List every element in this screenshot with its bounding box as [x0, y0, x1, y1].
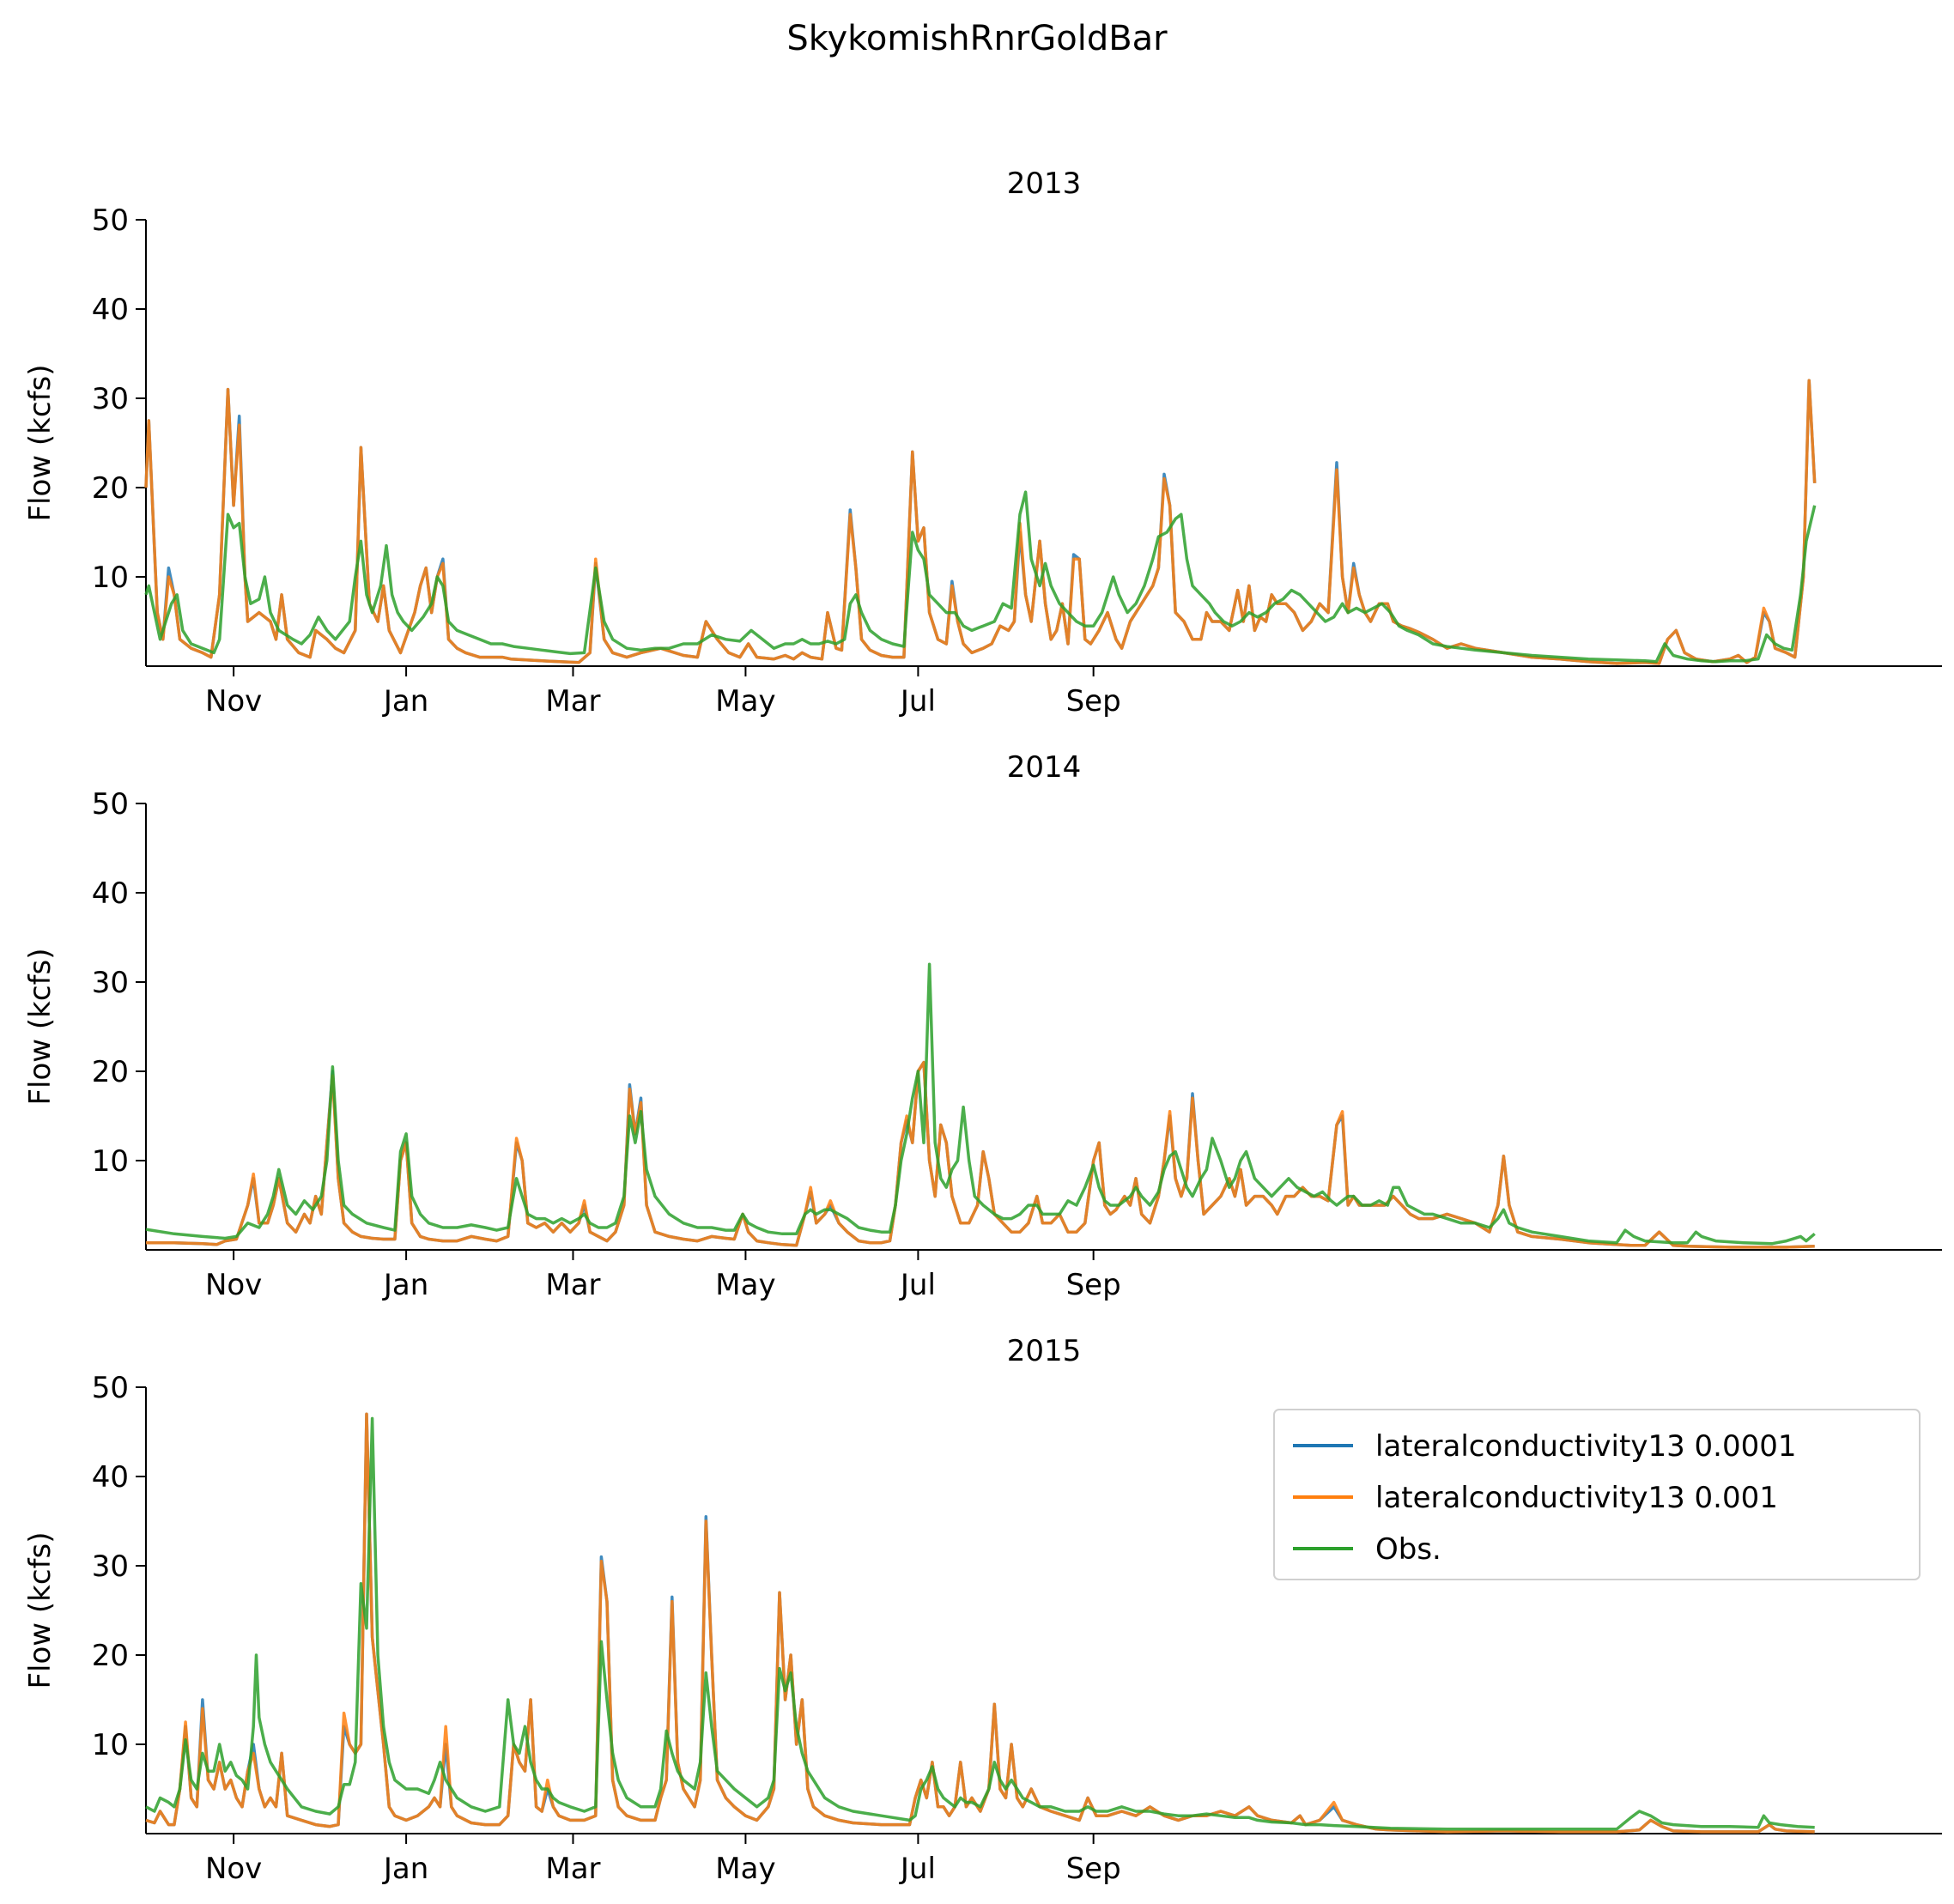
x-tick-label: Mar: [545, 1268, 600, 1302]
figure-title: SkykomishRnrGoldBar: [786, 19, 1168, 58]
subplot-2014: 2014 10 20 30 40 50 Nov Jan Mar May Jul Sep Flow (kc…: [23, 750, 1942, 1302]
subplot-title: 2013: [1007, 167, 1082, 201]
y-tick-label: 20: [92, 1055, 129, 1089]
x-tick-label: Jul: [899, 1852, 936, 1886]
subplot-title: 2015: [1007, 1334, 1082, 1368]
x-tick-label: Jan: [382, 1852, 428, 1886]
x-tick-label: Jul: [899, 1268, 936, 1302]
subplot-2015: 2015 10 20 30 40 50 Nov Jan Mar May Jul Sep Flow (kc…: [23, 1334, 1942, 1886]
series-line-3: [144, 490, 1817, 664]
y-tick-label: 20: [92, 471, 129, 506]
series-line-1: [144, 379, 1817, 665]
legend-entry: Obs.: [1375, 1532, 1441, 1567]
y-tick-label: 10: [92, 1144, 129, 1179]
x-tick-label: Nov: [205, 1852, 262, 1886]
x-tick-label: Nov: [205, 684, 262, 719]
legend: lateralconductivity13 0.0001 lateralcondu…: [1273, 1409, 1921, 1580]
y-tick-label: 50: [92, 203, 129, 238]
y-axis-label: Flow (kcfs): [23, 364, 58, 521]
y-axis-label: Flow (kcfs): [23, 948, 58, 1105]
y-tick-label: 30: [92, 1549, 129, 1584]
series-line-2: [145, 1412, 1815, 1834]
y-tick-label: 10: [92, 561, 129, 595]
x-tick-label: May: [715, 1268, 775, 1302]
legend-box: [1273, 1409, 1921, 1580]
y-tick-label: 40: [92, 293, 129, 327]
series-line-2: [144, 379, 1817, 665]
y-tick-label: 50: [92, 787, 129, 822]
x-tick-label: May: [715, 684, 775, 719]
x-tick-label: Jul: [899, 684, 936, 719]
x-tick-label: Sep: [1066, 1268, 1121, 1302]
y-tick-label: 50: [92, 1371, 129, 1405]
y-tick-label: 30: [92, 382, 129, 416]
y-axis-label: Flow (kcfs): [23, 1531, 58, 1689]
x-tick-label: Jan: [382, 1268, 428, 1302]
y-tick-label: 20: [92, 1639, 129, 1673]
legend-entry: lateralconductivity13 0.0001: [1375, 1429, 1797, 1464]
series-line-3: [145, 962, 1816, 1246]
series-line-2: [146, 1060, 1815, 1249]
x-tick-label: Sep: [1066, 1852, 1121, 1886]
series-line-3: [145, 1416, 1815, 1831]
y-tick-label: 10: [92, 1728, 129, 1762]
y-tick-label: 40: [92, 1460, 129, 1495]
x-tick-label: May: [715, 1852, 775, 1886]
subplot-2013: 2013 10 20 30 40 50 Nov Jan Mar May Jul Sep Flow (kc…: [23, 167, 1942, 719]
x-tick-label: Jan: [382, 684, 428, 719]
y-tick-label: 30: [92, 966, 129, 1000]
legend-entry: lateralconductivity13 0.001: [1375, 1481, 1778, 1515]
subplot-title: 2014: [1007, 750, 1082, 785]
x-tick-label: Mar: [545, 1852, 600, 1886]
x-tick-label: Sep: [1066, 684, 1121, 719]
y-tick-label: 40: [92, 876, 129, 911]
x-tick-label: Mar: [545, 684, 600, 719]
x-tick-label: Nov: [205, 1268, 262, 1302]
